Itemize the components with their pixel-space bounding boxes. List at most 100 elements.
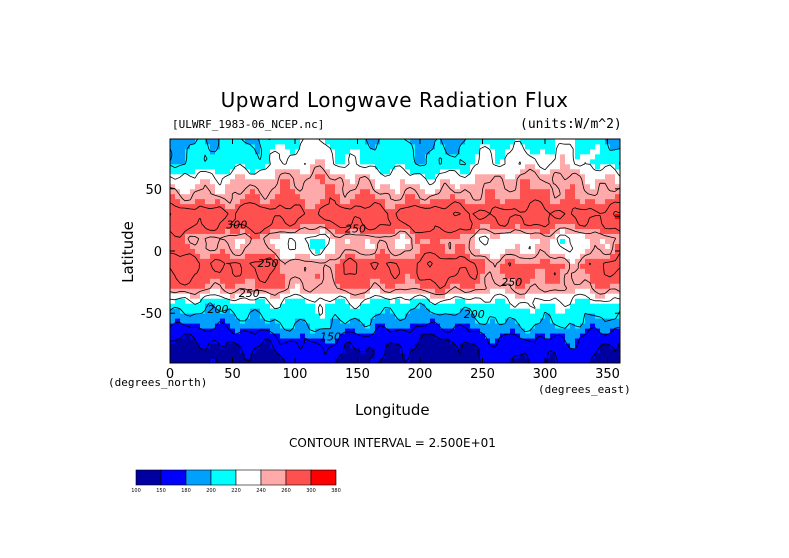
heatmap-cell — [340, 163, 346, 170]
heatmap-cell — [240, 358, 246, 363]
heatmap-cell — [260, 153, 266, 160]
heatmap-cell — [245, 323, 251, 329]
heatmap-cell — [395, 158, 401, 165]
heatmap-cell — [240, 268, 246, 274]
heatmap-cell — [245, 283, 251, 289]
heatmap-cell — [200, 303, 206, 309]
heatmap-cell — [425, 163, 431, 170]
heatmap-cell — [495, 328, 501, 334]
heatmap-cell — [370, 248, 376, 254]
heatmap-cell — [610, 248, 616, 254]
heatmap-cell — [580, 318, 586, 324]
heatmap-cell — [305, 193, 311, 200]
heatmap-cell — [185, 263, 191, 269]
heatmap-cell — [280, 308, 286, 314]
heatmap-cell — [465, 318, 471, 324]
heatmap-cell — [405, 258, 411, 264]
heatmap-cell — [300, 143, 306, 150]
heatmap-cell — [545, 168, 551, 175]
heatmap-cell — [260, 273, 266, 279]
heatmap-cell — [170, 193, 176, 200]
heatmap-cell — [515, 243, 521, 249]
heatmap-cell — [350, 228, 356, 234]
heatmap-cell — [570, 193, 576, 200]
heatmap-cell — [210, 323, 216, 329]
heatmap-cell — [450, 143, 456, 150]
heatmap-cell — [495, 318, 501, 324]
heatmap-cell — [285, 288, 291, 294]
heatmap-cell — [255, 223, 261, 229]
heatmap-cell — [585, 148, 591, 155]
heatmap-cell — [440, 233, 446, 239]
heatmap-cell — [600, 328, 606, 334]
heatmap-cell — [290, 218, 296, 225]
heatmap-cell — [435, 238, 441, 244]
heatmap-cell — [380, 233, 386, 239]
heatmap-cell — [245, 148, 251, 155]
heatmap-cell — [245, 218, 251, 225]
heatmap-cell — [225, 298, 231, 304]
heatmap-cell — [200, 308, 206, 314]
heatmap-cell — [205, 313, 211, 319]
heatmap-cell — [300, 303, 306, 309]
heatmap-cell — [275, 163, 281, 170]
heatmap-cell — [240, 223, 246, 229]
heatmap-cell — [580, 303, 586, 309]
heatmap-cell — [190, 358, 196, 363]
heatmap-cell — [500, 153, 506, 160]
heatmap-cell — [320, 208, 326, 215]
heatmap-cell — [300, 293, 306, 299]
heatmap-cell — [305, 303, 311, 309]
heatmap-cell — [240, 153, 246, 160]
heatmap-cell — [380, 358, 386, 363]
heatmap-cell — [295, 198, 301, 205]
heatmap-cell — [540, 233, 546, 239]
heatmap-cell — [430, 198, 436, 205]
heatmap-cell — [370, 148, 376, 155]
heatmap-cell — [515, 313, 521, 319]
y-tick-label: 0 — [154, 245, 162, 260]
heatmap-cell — [240, 348, 246, 354]
heatmap-cell — [585, 193, 591, 200]
heatmap-cell — [425, 233, 431, 239]
heatmap-cell — [445, 143, 451, 150]
heatmap-cell — [440, 193, 446, 200]
heatmap-cell — [255, 238, 261, 244]
heatmap-cell — [595, 303, 601, 309]
heatmap-cell — [415, 188, 421, 195]
heatmap-cell — [190, 263, 196, 269]
heatmap-cell — [460, 353, 466, 359]
heatmap-cell — [385, 248, 391, 254]
heatmap-cell — [385, 223, 391, 229]
heatmap-cell — [610, 323, 616, 329]
heatmap-cell — [225, 223, 231, 229]
contour-lines — [170, 139, 620, 363]
heatmap-cell — [180, 173, 186, 180]
heatmap-cell — [365, 358, 371, 363]
heatmap-cell — [180, 308, 186, 314]
heatmap-cell — [590, 318, 596, 324]
heatmap-cell — [205, 153, 211, 160]
heatmap-cell — [430, 298, 436, 304]
heatmap-cell — [515, 163, 521, 170]
heatmap-cell — [370, 153, 376, 160]
heatmap-cell — [575, 238, 581, 244]
heatmap-cell — [435, 213, 441, 220]
heatmap-cell — [300, 228, 306, 234]
heatmap-cell — [395, 323, 401, 329]
heatmap-cell — [565, 188, 571, 195]
heatmap-cell — [425, 153, 431, 160]
heatmap-cell — [350, 173, 356, 180]
heatmap-cell — [615, 328, 620, 334]
heatmap-cell — [185, 233, 191, 239]
heatmap-cell — [265, 158, 271, 165]
heatmap-cell — [175, 288, 181, 294]
heatmap-cell — [435, 273, 441, 279]
heatmap-cell — [280, 139, 286, 145]
heatmap-cell — [395, 148, 401, 155]
heatmap-cell — [340, 253, 346, 259]
heatmap-cell — [190, 333, 196, 339]
heatmap-cell — [595, 278, 601, 284]
heatmap-cell — [270, 203, 276, 210]
heatmap-cell — [405, 318, 411, 324]
